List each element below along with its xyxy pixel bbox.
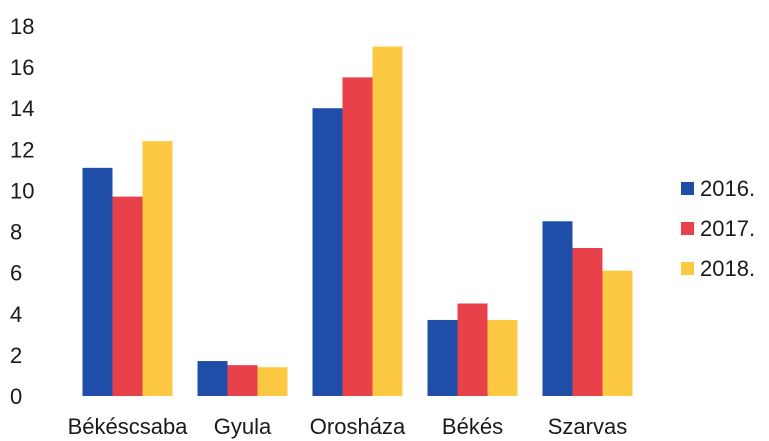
y-tick-label: 10: [10, 178, 34, 203]
legend-label: 2016.: [700, 176, 755, 201]
y-tick-label: 6: [10, 261, 22, 286]
y-tick-label: 0: [10, 384, 22, 409]
legend-label: 2018.: [700, 256, 755, 281]
y-tick-label: 2: [10, 343, 22, 368]
bar-orosháza-2016: [312, 108, 343, 396]
x-category-label: Békéscsaba: [68, 414, 189, 439]
bar-békéscsaba-2018: [142, 141, 173, 396]
x-category-label: Szarvas: [548, 414, 627, 439]
bar-orosháza-2017: [342, 77, 373, 396]
legend-label: 2017.: [700, 216, 755, 241]
bar-békés-2017: [457, 303, 488, 396]
x-category-label: Gyula: [214, 414, 272, 439]
bar-szarvas-2018: [602, 270, 633, 396]
bar-gyula-2016: [197, 361, 228, 396]
legend: 2016. 2017. 2018.: [681, 176, 755, 281]
bar-gyula-2018: [257, 367, 288, 396]
y-axis: 0 2 4 6 8 10 12 14 16 18: [10, 14, 34, 409]
bar-gyula-2017: [227, 365, 258, 396]
y-tick-label: 16: [10, 55, 34, 80]
bar-szarvas-2016: [542, 221, 573, 396]
bar-békés-2018: [487, 319, 518, 396]
legend-swatch: [681, 222, 694, 235]
bars: [82, 46, 633, 397]
x-category-label: Orosháza: [310, 414, 406, 439]
bar-szarvas-2017: [572, 248, 603, 396]
bar-békéscsaba-2017: [112, 196, 143, 396]
y-tick-label: 4: [10, 302, 22, 327]
y-tick-label: 14: [10, 96, 34, 121]
x-axis: Békéscsaba Gyula Orosháza Békés Szarvas: [68, 414, 628, 439]
y-tick-label: 8: [10, 220, 22, 245]
y-tick-label: 18: [10, 14, 34, 39]
bar-békés-2016: [427, 319, 458, 396]
x-category-label: Békés: [442, 414, 503, 439]
y-tick-label: 12: [10, 137, 34, 162]
legend-swatch: [681, 182, 694, 195]
bar-békéscsaba-2016: [82, 167, 113, 396]
bar-orosháza-2018: [372, 46, 403, 397]
legend-swatch: [681, 262, 694, 275]
